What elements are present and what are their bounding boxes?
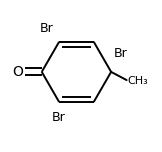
Text: O: O <box>13 65 23 79</box>
Text: Br: Br <box>40 22 54 35</box>
Text: Br: Br <box>114 47 128 60</box>
Text: CH₃: CH₃ <box>127 76 148 86</box>
Text: Br: Br <box>52 111 66 124</box>
